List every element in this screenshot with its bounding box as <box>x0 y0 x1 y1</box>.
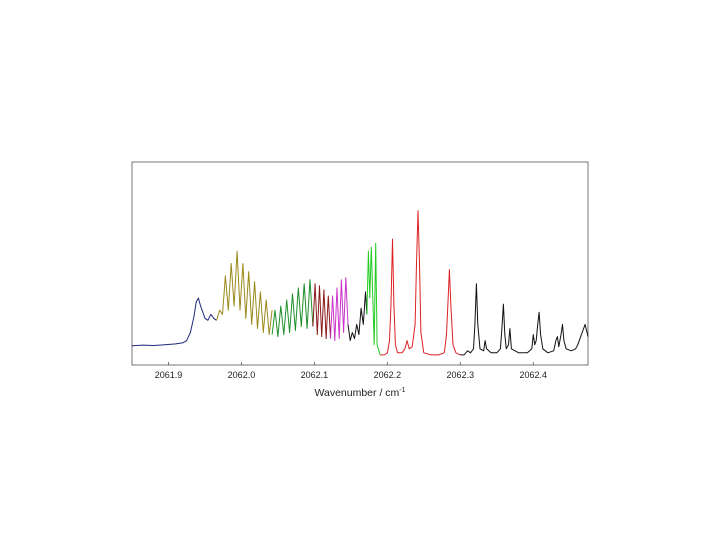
x-tick-label: 2062.4 <box>520 370 548 380</box>
x-axis-label-main: Wavenumber / cm <box>314 387 399 399</box>
x-axis-label-superscript: -1 <box>399 387 405 394</box>
spectrum-series-1 <box>131 297 217 347</box>
spectrum-series-9 <box>460 283 589 356</box>
plot-frame <box>131 161 589 366</box>
spectrum-series-4 <box>312 283 331 340</box>
spectrum-series-7 <box>366 242 381 356</box>
spectrum-series-2 <box>216 250 273 336</box>
x-tick-label: 2062.1 <box>301 370 329 380</box>
x-axis-label: Wavenumber / cm-1 <box>314 387 405 399</box>
x-tick-label: 2062.2 <box>374 370 402 380</box>
spectrum-series-5 <box>330 277 349 342</box>
spectrum-series-3 <box>271 279 314 338</box>
spectrum-series-6 <box>347 291 368 342</box>
x-tick-label: 2062.3 <box>447 370 475 380</box>
x-tick-label: 2062.0 <box>228 370 256 380</box>
x-tick-label: 2061.9 <box>155 370 183 380</box>
series-layer <box>131 210 589 356</box>
x-axis-ticks: 2061.9 2062.0 2062.1 2062.2 2062.3 2062.4 <box>155 362 547 380</box>
spectrum-series-8 <box>380 210 461 356</box>
